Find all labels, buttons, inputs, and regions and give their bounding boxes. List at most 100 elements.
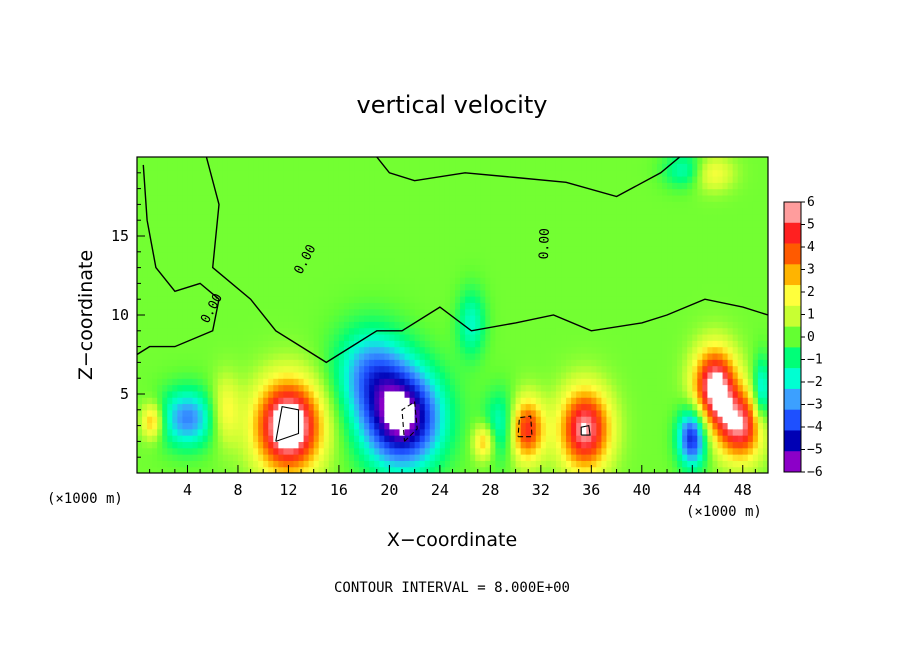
heat-cell xyxy=(566,308,572,316)
heat-cell xyxy=(237,220,244,228)
heat-cell xyxy=(278,201,284,209)
heat-cell xyxy=(510,365,517,373)
heat-cell xyxy=(308,359,315,367)
heat-cell xyxy=(576,188,582,196)
heat-cell xyxy=(338,359,345,367)
heat-cell xyxy=(369,188,375,196)
heat-cell xyxy=(187,441,194,449)
heat-cell xyxy=(379,466,385,473)
heat-cell xyxy=(505,384,512,392)
heat-cell xyxy=(313,239,320,247)
heat-cell xyxy=(288,422,295,430)
heat-cell xyxy=(323,296,330,303)
heat-cell xyxy=(429,277,436,284)
heat-cell xyxy=(576,409,582,417)
heat-cell xyxy=(545,251,552,259)
heat-cell xyxy=(611,340,618,348)
heat-cell xyxy=(273,296,279,303)
heat-cell xyxy=(263,163,269,171)
heat-cell xyxy=(550,270,557,278)
heat-cell xyxy=(636,422,643,430)
heat-cell xyxy=(298,169,305,177)
heat-cell xyxy=(434,416,441,424)
heat-cell xyxy=(212,466,219,473)
heat-cell xyxy=(137,251,143,259)
heat-cell xyxy=(137,315,143,322)
heat-cell xyxy=(333,365,340,373)
heat-cell xyxy=(283,390,290,398)
heat-cell xyxy=(273,201,279,209)
heat-cell xyxy=(227,359,234,367)
heat-cell xyxy=(449,277,456,284)
heat-cell xyxy=(313,251,320,259)
heat-cell xyxy=(500,188,507,196)
heat-cell xyxy=(515,169,522,177)
heat-cell xyxy=(253,245,259,253)
heat-cell xyxy=(465,201,471,209)
heat-cell xyxy=(177,163,184,171)
heat-cell xyxy=(409,182,416,190)
heat-cell xyxy=(555,416,562,424)
heat-cell xyxy=(500,296,507,303)
heat-cell xyxy=(288,245,295,253)
heat-cell xyxy=(384,220,390,228)
heat-cell xyxy=(338,460,345,468)
heat-cell xyxy=(475,245,481,253)
heat-cell xyxy=(510,359,517,367)
heat-cell xyxy=(268,346,274,354)
heat-cell xyxy=(404,352,411,360)
heat-cell xyxy=(485,296,491,303)
heat-cell xyxy=(359,371,365,379)
heat-cell xyxy=(616,321,623,329)
heat-cell xyxy=(515,352,522,360)
heat-cell xyxy=(283,175,290,183)
heat-cell xyxy=(465,365,471,373)
heat-cell xyxy=(364,302,370,310)
heat-cell xyxy=(611,416,618,424)
heat-cell xyxy=(540,397,547,405)
heat-cell xyxy=(520,447,527,455)
heat-cell xyxy=(409,371,416,379)
heat-cell xyxy=(359,175,365,183)
heat-cell xyxy=(167,270,173,278)
heat-cell xyxy=(606,226,613,234)
heat-cell xyxy=(359,359,365,367)
heat-cell xyxy=(283,264,290,272)
heat-cell xyxy=(465,283,471,291)
heat-cell xyxy=(374,188,380,196)
heat-cell xyxy=(530,226,537,234)
heat-cell xyxy=(490,194,497,202)
heat-cell xyxy=(298,397,305,405)
heat-cell xyxy=(429,447,436,455)
heat-cell xyxy=(343,466,350,473)
heat-cell xyxy=(621,416,628,424)
heat-cell xyxy=(364,194,370,202)
heat-cell xyxy=(389,226,396,234)
heat-cell xyxy=(530,239,537,247)
heat-cell xyxy=(303,175,310,183)
heat-cell xyxy=(369,428,375,436)
heat-cell xyxy=(571,371,577,379)
heat-cell xyxy=(611,460,618,468)
heat-cell xyxy=(540,245,547,253)
heat-cell xyxy=(167,321,173,329)
heat-cell xyxy=(449,163,456,171)
heat-cell xyxy=(313,220,320,228)
heat-cell xyxy=(142,226,148,234)
heat-cell xyxy=(147,333,153,341)
heat-cell xyxy=(268,213,274,221)
heat-cell xyxy=(338,194,345,202)
heat-cell xyxy=(434,359,441,367)
heat-cell xyxy=(591,207,597,215)
heat-cell xyxy=(152,194,158,202)
heat-cell xyxy=(485,447,491,455)
heat-cell xyxy=(298,220,305,228)
heat-cell xyxy=(515,416,522,424)
heat-cell xyxy=(167,441,173,449)
heat-cell xyxy=(237,289,244,297)
heat-cell xyxy=(475,315,481,322)
heat-cell xyxy=(530,308,537,316)
heat-cell xyxy=(333,169,340,177)
heat-cell xyxy=(258,201,264,209)
heat-cell xyxy=(384,371,390,379)
